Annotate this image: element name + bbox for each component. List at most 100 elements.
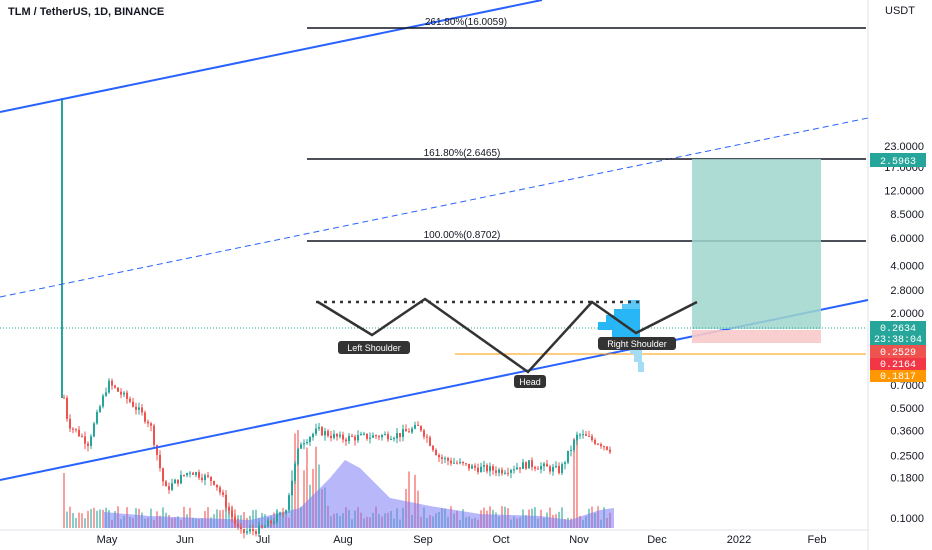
candle-body (591, 436, 593, 440)
candle-body (114, 385, 116, 388)
volume-bar (306, 447, 308, 528)
candle-body (588, 435, 590, 437)
volume-bar (228, 506, 230, 528)
volume-bar (84, 518, 86, 528)
candle-body (285, 510, 287, 514)
badge-support: 0.1817 (870, 370, 926, 383)
candle-body (174, 479, 176, 484)
candle-body (555, 465, 557, 467)
candle-body (360, 434, 362, 436)
candle-body (81, 436, 83, 438)
candle-body (135, 406, 137, 410)
candle-body (432, 445, 434, 451)
channel-mid-dashed-line[interactable] (0, 117, 869, 298)
candle-body (105, 392, 107, 396)
target-zone[interactable] (692, 159, 821, 329)
candle-body (495, 470, 497, 473)
candle-body (129, 398, 131, 402)
badge-target: 2.5963 (870, 153, 926, 168)
price-tick: 0.1000 (890, 513, 924, 525)
candle-body (579, 434, 581, 436)
channel-upper-line[interactable] (0, 0, 543, 113)
volume-bar (72, 512, 74, 528)
candle-body (558, 465, 560, 474)
candle-body (504, 472, 506, 474)
volume-bar (408, 471, 410, 528)
fib-label-161: 161.80%(2.6465) (424, 148, 501, 159)
candle-body (573, 440, 575, 450)
candle-body (489, 466, 491, 472)
price-tick: 0.3600 (890, 425, 924, 437)
candle-body (423, 430, 425, 437)
candle-body (483, 465, 485, 467)
candle-body (396, 433, 398, 439)
volume-bar (207, 507, 209, 528)
candle-body (480, 466, 482, 473)
candle-body (87, 443, 89, 446)
time-tick: Sep (413, 534, 433, 546)
candle-body (126, 392, 128, 399)
candle-body (153, 425, 155, 446)
price-tick: 6.0000 (890, 233, 924, 245)
candle-body (240, 526, 242, 530)
badge-support-text: 0.1817 (880, 372, 916, 383)
candle-body (93, 423, 95, 437)
candle-body (339, 434, 341, 437)
candle-body (108, 380, 110, 393)
candle-body (534, 467, 536, 469)
volume-bar (96, 510, 98, 528)
candle-body (366, 433, 368, 439)
candle-body (519, 467, 521, 469)
volume-bar (81, 513, 83, 528)
candle-body (531, 460, 533, 468)
candle-body (234, 516, 236, 524)
volume-bar (576, 438, 578, 528)
volume-bar (66, 511, 68, 528)
volume-bar (99, 509, 101, 528)
candle-body (186, 472, 188, 476)
candle-body (600, 444, 602, 447)
candle-body (417, 424, 419, 426)
candle-body (510, 470, 512, 473)
candle-body (465, 463, 467, 465)
hs-pattern-line[interactable] (317, 297, 698, 374)
candle-body (399, 433, 401, 438)
candle-body (537, 468, 539, 470)
candle-body (528, 460, 530, 469)
candle-body (270, 520, 272, 524)
volume-bar (87, 510, 89, 528)
candle-body (132, 401, 134, 407)
candle-body (189, 472, 191, 474)
candle-body (204, 475, 206, 480)
candle-body (309, 437, 311, 442)
head-tag (514, 375, 546, 388)
candle-body (159, 454, 161, 469)
stop-zone[interactable] (692, 330, 821, 343)
candle-body (282, 512, 284, 514)
candle-body (525, 462, 527, 469)
time-axis[interactable]: May Jun Jul Aug Sep Oct Nov Dec 2022 Feb (97, 534, 827, 546)
candle-body (69, 418, 71, 429)
candle-body (426, 436, 428, 438)
volume-bar (93, 507, 95, 528)
candle-body (468, 463, 470, 469)
candle-body (291, 480, 293, 496)
volume-bar (561, 507, 563, 528)
candle-body (429, 437, 431, 446)
candle-body (435, 450, 437, 456)
volume-bar (225, 506, 227, 528)
candle-body (333, 433, 335, 438)
badge-countdown-text: 23:38:04 (874, 335, 922, 346)
candle-body (261, 525, 263, 528)
candle-body (255, 531, 257, 534)
candle-body (384, 434, 386, 436)
candle-body (258, 525, 260, 534)
candle-body (393, 438, 395, 440)
badge-price: 0.2634 23:38:04 (870, 321, 926, 346)
candle-body (318, 427, 320, 429)
volume-bar (216, 509, 218, 528)
badge-stop: 0.2164 (870, 358, 926, 371)
candle-body (180, 474, 182, 484)
candle-body (351, 435, 353, 437)
